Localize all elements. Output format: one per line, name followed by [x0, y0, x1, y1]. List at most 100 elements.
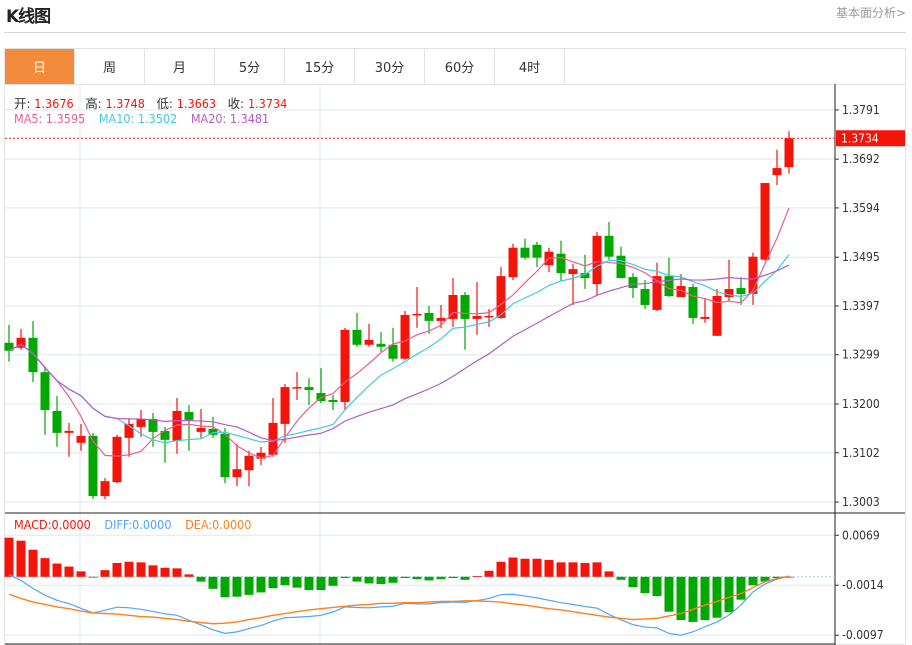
macd-bar	[172, 568, 182, 577]
macd-bar	[664, 576, 674, 612]
macd-bar	[472, 576, 482, 577]
macd-bar	[616, 576, 626, 580]
candle-body	[100, 481, 110, 497]
diff-line	[8, 574, 790, 636]
macd-bar	[208, 576, 218, 589]
candle-body	[664, 276, 674, 297]
macd-bar	[40, 558, 50, 577]
macd-bar	[712, 576, 722, 618]
tab-week[interactable]: 周	[75, 49, 145, 84]
ma20-legend: MA20: 1.3481	[190, 111, 270, 126]
candle-body	[580, 273, 590, 279]
tab-5min[interactable]: 5分	[215, 49, 285, 84]
candle-body	[256, 452, 266, 459]
candle-body	[784, 138, 794, 168]
candle-body	[88, 435, 98, 497]
candle-body	[244, 455, 254, 471]
candle-body	[352, 329, 362, 345]
close-value: 1.3734	[247, 96, 288, 111]
macd-bar	[292, 576, 302, 588]
candle-body	[628, 277, 638, 289]
macd-bar	[184, 574, 194, 577]
candle-body	[40, 372, 50, 410]
macd-bar	[136, 562, 146, 577]
ma10-legend: MA10: 1.3502	[98, 111, 178, 126]
macd-bar	[724, 576, 734, 613]
macd-bar	[88, 576, 98, 578]
macd-bar	[232, 576, 242, 597]
high-value: 1.3748	[105, 96, 145, 111]
macd-bar	[772, 576, 782, 578]
macd-bar	[448, 576, 458, 578]
macd-bar	[16, 540, 26, 577]
candle-body	[124, 423, 134, 438]
candle-body	[448, 295, 458, 319]
candle-body	[232, 469, 242, 478]
tab-4hour[interactable]: 4时	[495, 49, 565, 84]
ma20-line	[8, 264, 790, 442]
candle-body	[172, 410, 182, 441]
candle-body	[52, 410, 62, 433]
macd-bar	[196, 576, 206, 582]
macd-bar	[544, 559, 554, 577]
candle-body	[16, 337, 26, 348]
fundamental-analysis-link[interactable]: 基本面分析>	[835, 6, 906, 20]
close-label: 收:	[227, 96, 244, 111]
macd-bar	[304, 576, 314, 591]
tab-day[interactable]: 日	[5, 49, 75, 84]
candle-body	[196, 427, 206, 432]
candle-body	[400, 314, 410, 359]
macd-bar	[148, 565, 158, 577]
dea-legend-value: DEA:0.0000	[185, 517, 252, 532]
candle-body	[64, 430, 74, 433]
open-label: 开:	[14, 96, 31, 111]
candle-body	[268, 422, 278, 455]
candle-body	[388, 344, 398, 359]
tab-60min[interactable]: 60分	[425, 49, 495, 84]
macd-bar	[352, 576, 362, 582]
macd-bar	[688, 576, 698, 622]
macd-bar	[748, 576, 758, 586]
open-value: 1.3676	[34, 96, 74, 111]
candle-body	[604, 235, 614, 257]
candle-body	[340, 329, 350, 403]
candle-body	[712, 296, 722, 336]
candle-body	[484, 315, 494, 318]
price-axis-label: 1.3692	[842, 152, 880, 166]
candle-body	[736, 288, 746, 295]
macd-bar	[604, 571, 614, 577]
tab-month[interactable]: 月	[145, 49, 215, 84]
candle-body	[424, 312, 434, 321]
macd-bar	[64, 566, 74, 577]
macd-bar	[436, 576, 446, 580]
macd-bar	[280, 576, 290, 586]
page-title: K线图	[6, 7, 51, 27]
macd-bar	[256, 576, 266, 593]
candle-body	[160, 430, 170, 440]
macd-bar	[556, 562, 566, 577]
candle-body	[112, 436, 122, 483]
macd-legend: MACD:0.0000 DIFF:0.0000 DEA:0.0000	[14, 517, 255, 532]
candle-body	[676, 286, 686, 298]
last-price-badge	[836, 130, 905, 147]
tab-30min[interactable]: 30分	[355, 49, 425, 84]
candle-body	[436, 317, 446, 321]
candle-body	[532, 244, 542, 258]
macd-bar	[124, 561, 134, 577]
divider	[4, 32, 906, 33]
candle-body	[280, 387, 290, 424]
candle-body	[460, 295, 470, 319]
candle-body	[4, 342, 14, 351]
ohlc-legend: 开: 1.3676 高: 1.3748 低: 1.3663 收: 1.3734	[14, 93, 295, 112]
price-axis-label: 1.3299	[842, 348, 880, 362]
ma-legend: MA5: 1.3595 MA10: 1.3502 MA20: 1.3481	[14, 111, 273, 126]
ma10-line	[8, 254, 790, 444]
candle-body	[220, 433, 230, 478]
candle-body	[652, 276, 662, 310]
tab-15min[interactable]: 15分	[285, 49, 355, 84]
macd-bar	[340, 576, 350, 578]
macd-bar	[76, 571, 86, 577]
macd-bar	[568, 562, 578, 577]
macd-bar	[52, 563, 62, 577]
